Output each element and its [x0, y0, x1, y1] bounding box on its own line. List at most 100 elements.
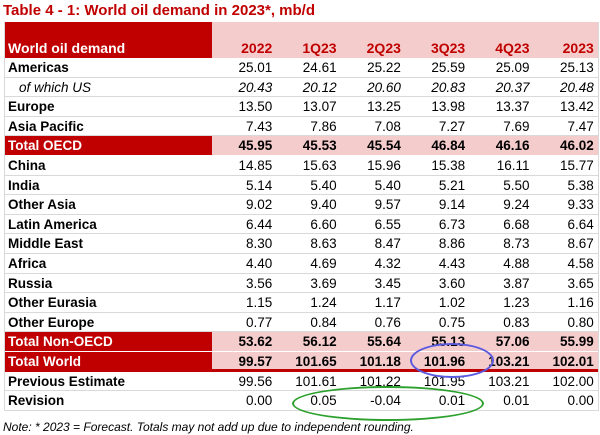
value-cell: 55.99 [559, 334, 594, 350]
oil-demand-table: World oil demand 2022 1Q23 2Q23 3Q23 4Q2… [4, 22, 599, 411]
value-cell: 3.45 [374, 275, 401, 291]
row-label: China [8, 157, 46, 173]
value-cell: 13.07 [302, 99, 337, 115]
value-cell: 4.40 [246, 255, 273, 271]
value-cell: 1.24 [310, 295, 337, 311]
header-label-cell [5, 22, 212, 58]
value-cell: 56.12 [302, 334, 337, 350]
table-row: Middle East 8.30 8.63 8.47 8.86 8.73 8.67 [5, 234, 598, 254]
value-cell: 9.40 [310, 197, 337, 213]
row-label: of which US [19, 79, 92, 95]
value-cell: 25.01 [238, 60, 273, 75]
value-cell: 15.77 [559, 157, 594, 173]
value-cell: 25.22 [367, 60, 401, 75]
value-cell: 0.84 [310, 314, 337, 330]
table-row: Europe 13.50 13.07 13.25 13.98 13.37 13.42 [5, 97, 598, 117]
header-col: 3Q23 [430, 40, 466, 56]
table-row: Total World 99.57 101.65 101.18 101.96 103.21… [5, 351, 598, 372]
value-cell: 9.24 [503, 197, 530, 213]
value-cell: 101.65 [295, 353, 337, 369]
value-cell: 0.80 [567, 314, 594, 330]
value-cell: 45.53 [302, 138, 337, 154]
value-cell: 9.14 [438, 197, 466, 213]
value-cell: 6.68 [503, 216, 530, 232]
table-row: Other Asia 9.02 9.40 9.57 9.14 9.24 9.33 [5, 195, 598, 215]
value-cell: 57.06 [495, 334, 530, 350]
value-cell: 7.69 [503, 118, 530, 134]
value-cell: 6.55 [374, 216, 401, 232]
value-cell: 5.40 [310, 177, 337, 193]
table-row: Other Europe 0.77 0.84 0.76 0.75 0.83 0.80 [5, 313, 598, 333]
value-cell: 8.86 [438, 236, 466, 252]
value-cell: 55.13 [431, 334, 466, 350]
header-label: World oil demand [8, 40, 126, 56]
table-row: Previous Estimate 99.56 101.61 101.22 101.95… [5, 371, 598, 392]
value-cell: 5.50 [503, 177, 530, 193]
table-row: Revision 0.00 0.05 -0.04 0.01 0.01 0.00 [5, 391, 598, 411]
value-cell: 6.44 [246, 216, 273, 232]
header-years: 2022 1Q23 2Q23 3Q23 4Q23 2023 [212, 40, 598, 56]
value-cell: 16.11 [496, 157, 530, 173]
value-cell: 5.14 [246, 177, 273, 193]
value-cell: 0.75 [438, 314, 466, 330]
value-cell: 6.73 [438, 216, 466, 232]
row-label: Russia [8, 275, 53, 291]
value-cell: 1.23 [503, 295, 530, 311]
value-cell: 14.85 [238, 157, 273, 173]
value-cell: 0.05 [310, 393, 337, 409]
value-cell: 53.62 [238, 334, 273, 350]
table-row: Other Eurasia 1.15 1.24 1.17 1.02 1.23 1.16 [5, 293, 598, 313]
value-cell: 7.47 [567, 118, 594, 134]
value-cell: 45.95 [238, 138, 273, 154]
value-cell: 0.01 [503, 393, 530, 409]
table-body: Americas 25.01 24.61 25.22 25.59 25.09 25.13 of… [5, 58, 598, 411]
value-cell: 8.63 [310, 236, 337, 252]
header-col: 2022 [241, 40, 273, 56]
value-cell: 0.00 [246, 393, 273, 409]
footnote: Note: * 2023 = Forecast. Totals may not … [3, 420, 414, 434]
value-cell: 4.58 [567, 255, 594, 271]
value-cell: 20.37 [495, 79, 530, 95]
header-col: 4Q23 [495, 40, 530, 56]
table-row: Total OECD 45.95 45.53 45.54 46.84 46.16 46.02 [5, 136, 598, 156]
table-row: China 14.85 15.63 15.96 15.38 16.11 15.77 [5, 156, 598, 176]
value-cell: -0.04 [370, 393, 401, 409]
row-label: Other Eurasia [8, 295, 97, 311]
value-cell: 101.95 [423, 373, 466, 389]
value-cell: 3.56 [246, 275, 273, 291]
value-cell: 4.88 [503, 255, 530, 271]
value-cell: 0.00 [567, 393, 594, 409]
table-row: Total Non-OECD 53.62 56.12 55.64 55.13 57.06 5… [5, 332, 598, 352]
row-label: India [8, 177, 40, 193]
table-row: India 5.14 5.40 5.40 5.21 5.50 5.38 [5, 176, 598, 196]
header-col: 2Q23 [366, 40, 401, 56]
value-cell: 7.86 [310, 118, 337, 134]
value-cell: 4.32 [374, 255, 401, 271]
value-cell: 0.76 [374, 314, 401, 330]
value-cell: 4.69 [310, 255, 337, 271]
value-cell: 8.47 [374, 236, 401, 252]
value-cell: 15.96 [367, 157, 401, 173]
value-cell: 13.42 [559, 99, 594, 115]
table-row: Asia Pacific 7.43 7.86 7.08 7.27 7.69 7.47 [5, 117, 598, 137]
table-row: Africa 4.40 4.69 4.32 4.43 4.88 4.58 [5, 254, 598, 274]
value-cell: 5.21 [438, 177, 466, 193]
value-cell: 1.16 [567, 295, 594, 311]
value-cell: 101.18 [359, 353, 401, 369]
row-label: Africa [8, 255, 47, 271]
value-cell: 1.02 [438, 295, 466, 311]
value-cell: 99.57 [238, 353, 273, 369]
value-cell: 20.12 [302, 79, 337, 95]
value-cell: 1.17 [374, 295, 401, 311]
value-cell: 45.54 [367, 138, 401, 154]
table-title: Table 4 - 1: World oil demand in 2023*, … [3, 2, 316, 19]
value-cell: 0.77 [246, 314, 273, 330]
value-cell: 9.33 [567, 197, 594, 213]
value-cell: 103.21 [488, 353, 530, 369]
value-cell: 9.02 [246, 197, 273, 213]
value-cell: 20.48 [559, 79, 594, 95]
value-cell: 7.27 [438, 118, 466, 134]
row-label: Americas [8, 60, 69, 75]
value-cell: 101.61 [295, 373, 337, 389]
value-cell: 8.30 [246, 236, 273, 252]
